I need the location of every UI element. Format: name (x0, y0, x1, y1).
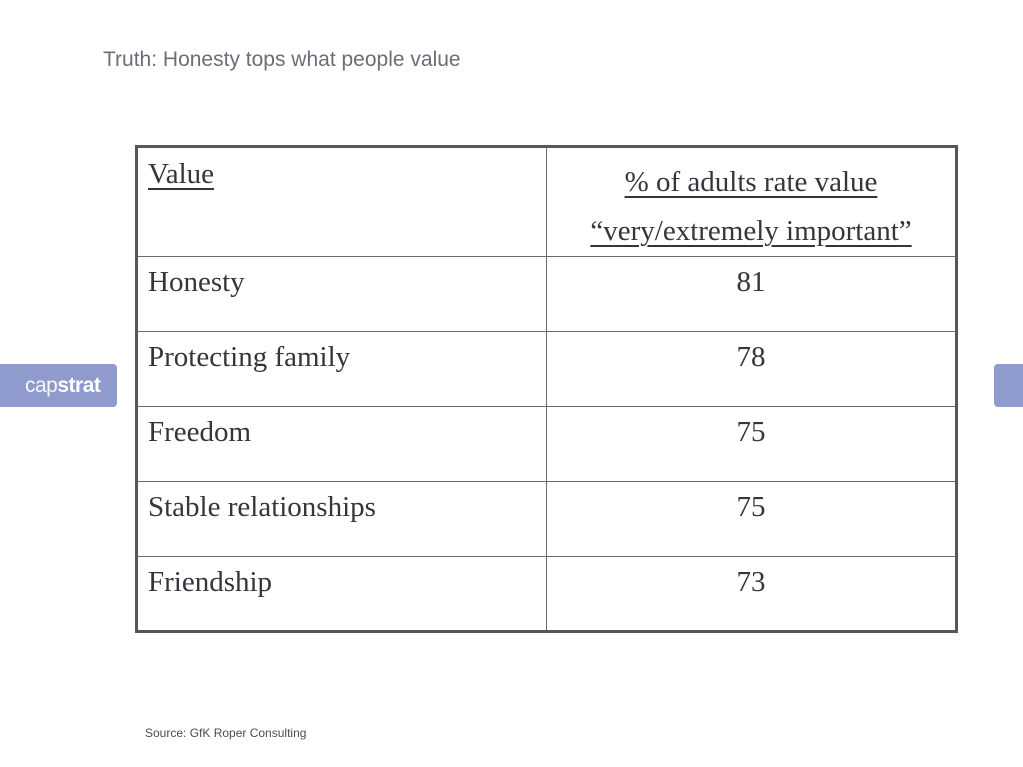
capstrat-logo: capstrat (25, 373, 101, 398)
table-row: Protecting family 78 (136, 331, 957, 407)
values-table: Value % of adults rate value “very/extre… (135, 145, 958, 633)
row-value-cell: Honesty (136, 256, 547, 332)
row-value-cell: Friendship (136, 556, 547, 632)
source-note: Source: GfK Roper Consulting (145, 726, 307, 740)
table-row: Honesty 81 (136, 256, 957, 332)
table-row: Friendship 73 (136, 556, 957, 632)
row-value-cell: Freedom (136, 406, 547, 482)
header-percent: % of adults rate value “very/extremely i… (546, 146, 957, 257)
slide-title: Truth: Honesty tops what people value (103, 48, 461, 71)
row-percent-cell: 73 (546, 556, 957, 632)
table-header-row: Value % of adults rate value “very/extre… (136, 146, 957, 257)
row-percent-cell: 75 (546, 481, 957, 557)
row-percent-cell: 75 (546, 406, 957, 482)
row-value-cell: Stable relationships (136, 481, 547, 557)
logo-text-strat: strat (57, 373, 101, 397)
row-percent-cell: 81 (546, 256, 957, 332)
table-row: Freedom 75 (136, 406, 957, 482)
header-value-label: Value (148, 158, 215, 190)
capstrat-logo-tab: capstrat (0, 364, 117, 407)
header-percent-line1: % of adults rate value (624, 166, 878, 198)
row-percent-cell: 78 (546, 331, 957, 407)
logo-text-cap: cap (25, 373, 58, 397)
row-value-cell: Protecting family (136, 331, 547, 407)
table-row: Stable relationships 75 (136, 481, 957, 557)
header-value: Value (136, 146, 547, 257)
right-edge-tab (994, 364, 1023, 407)
header-percent-line2: “very/extremely important” (590, 215, 912, 247)
